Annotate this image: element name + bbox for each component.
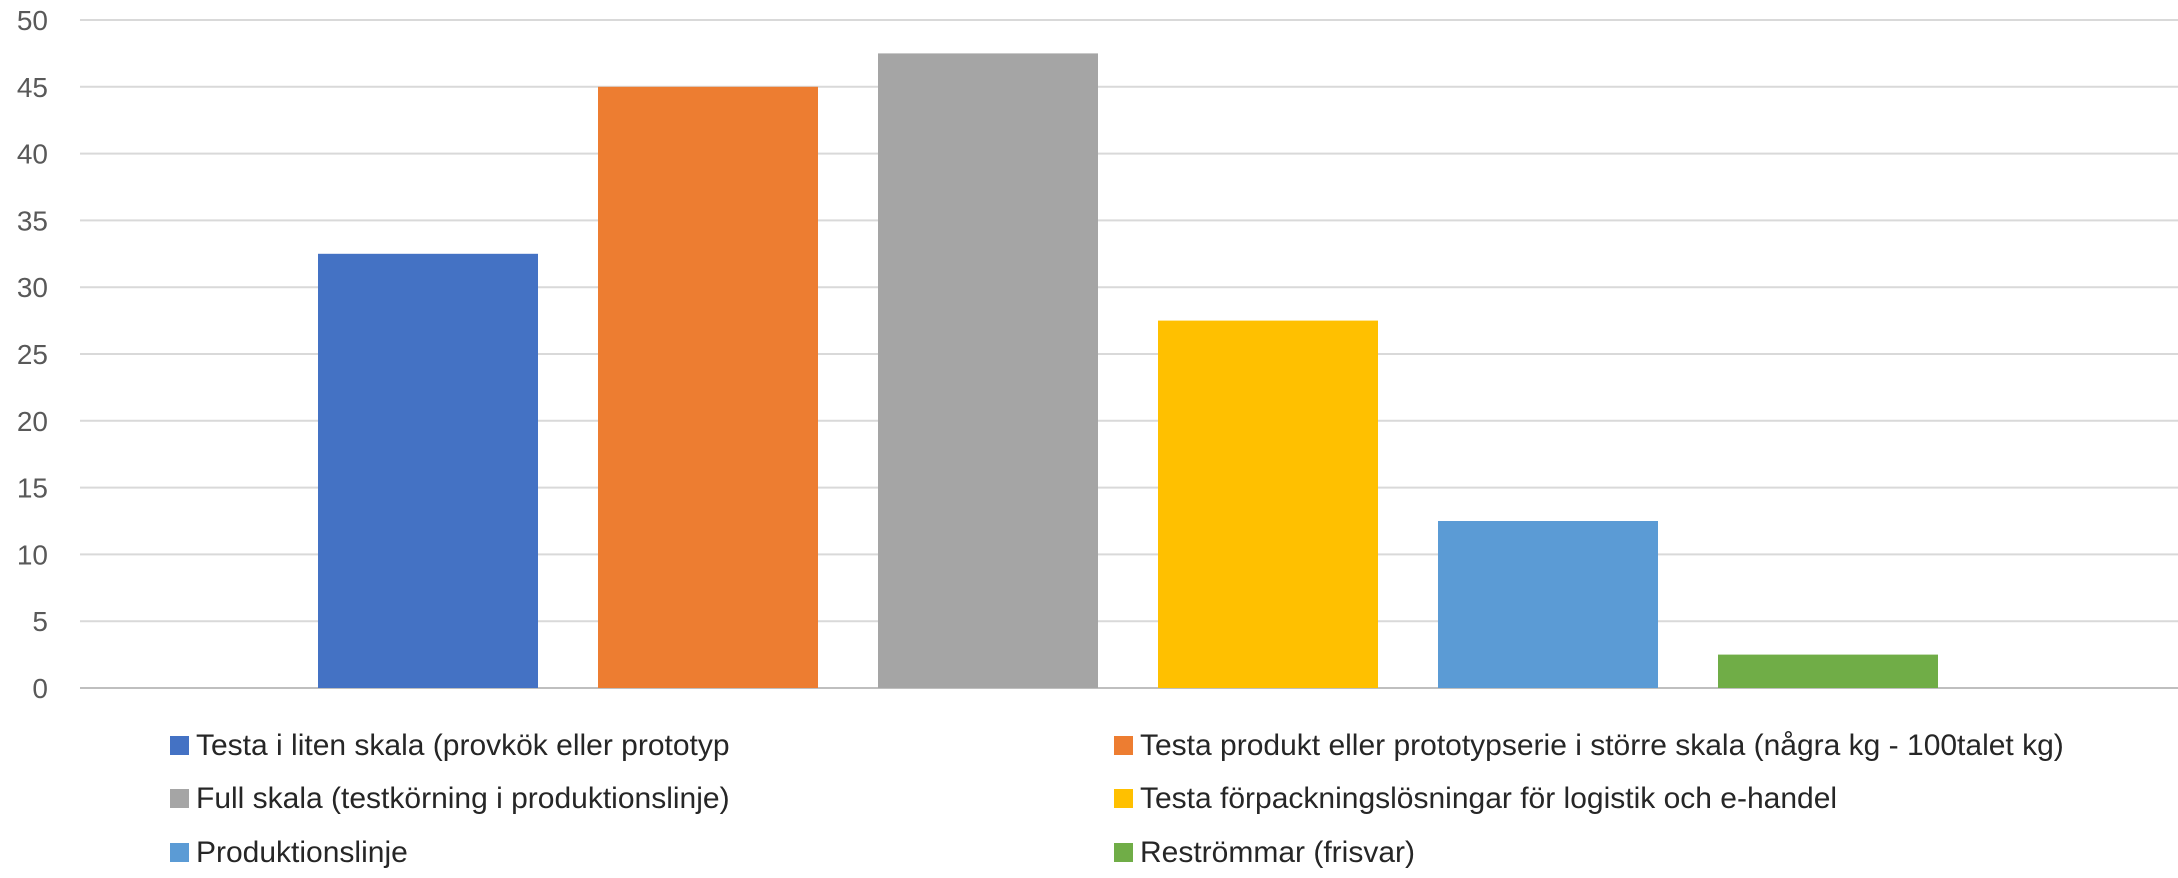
legend: Testa i liten skala (provkök eller proto… — [170, 729, 2064, 869]
legend-label: Testa förpackningslösningar för logistik… — [1140, 782, 1837, 815]
legend-label: Reströmmar (frisvar) — [1140, 836, 1415, 869]
y-tick-label: 20 — [17, 406, 48, 437]
y-tick-label: 5 — [32, 606, 48, 637]
y-tick-label: 10 — [17, 539, 48, 570]
legend-label: Full skala (testkörning i produktionslin… — [196, 782, 730, 815]
legend-swatch — [170, 843, 189, 862]
y-tick-label: 0 — [32, 673, 48, 704]
legend-label: Produktionslinje — [196, 836, 408, 869]
legend-swatch — [170, 789, 189, 808]
y-tick-label: 35 — [17, 205, 48, 236]
bar — [598, 86, 818, 689]
y-tick-label: 15 — [17, 473, 48, 504]
bar — [318, 253, 538, 689]
legend-swatch — [1114, 843, 1133, 862]
y-tick-label: 50 — [17, 5, 48, 36]
legend-label: Testa i liten skala (provkök eller proto… — [196, 729, 730, 762]
bar — [1158, 320, 1378, 688]
bar — [1438, 521, 1658, 688]
bar — [878, 53, 1098, 688]
legend-label: Testa produkt eller prototypserie i stör… — [1140, 729, 2064, 762]
bars — [318, 53, 1938, 689]
y-tick-label: 40 — [17, 139, 48, 170]
legend-swatch — [1114, 736, 1133, 755]
y-axis-ticks: 0 5 10 15 20 25 30 35 40 45 50 — [17, 5, 48, 704]
legend-swatch — [170, 736, 189, 755]
legend-swatch — [1114, 789, 1133, 808]
bar — [1718, 654, 1938, 688]
y-tick-label: 45 — [17, 72, 48, 103]
y-tick-label: 25 — [17, 339, 48, 370]
y-tick-label: 30 — [17, 272, 48, 303]
